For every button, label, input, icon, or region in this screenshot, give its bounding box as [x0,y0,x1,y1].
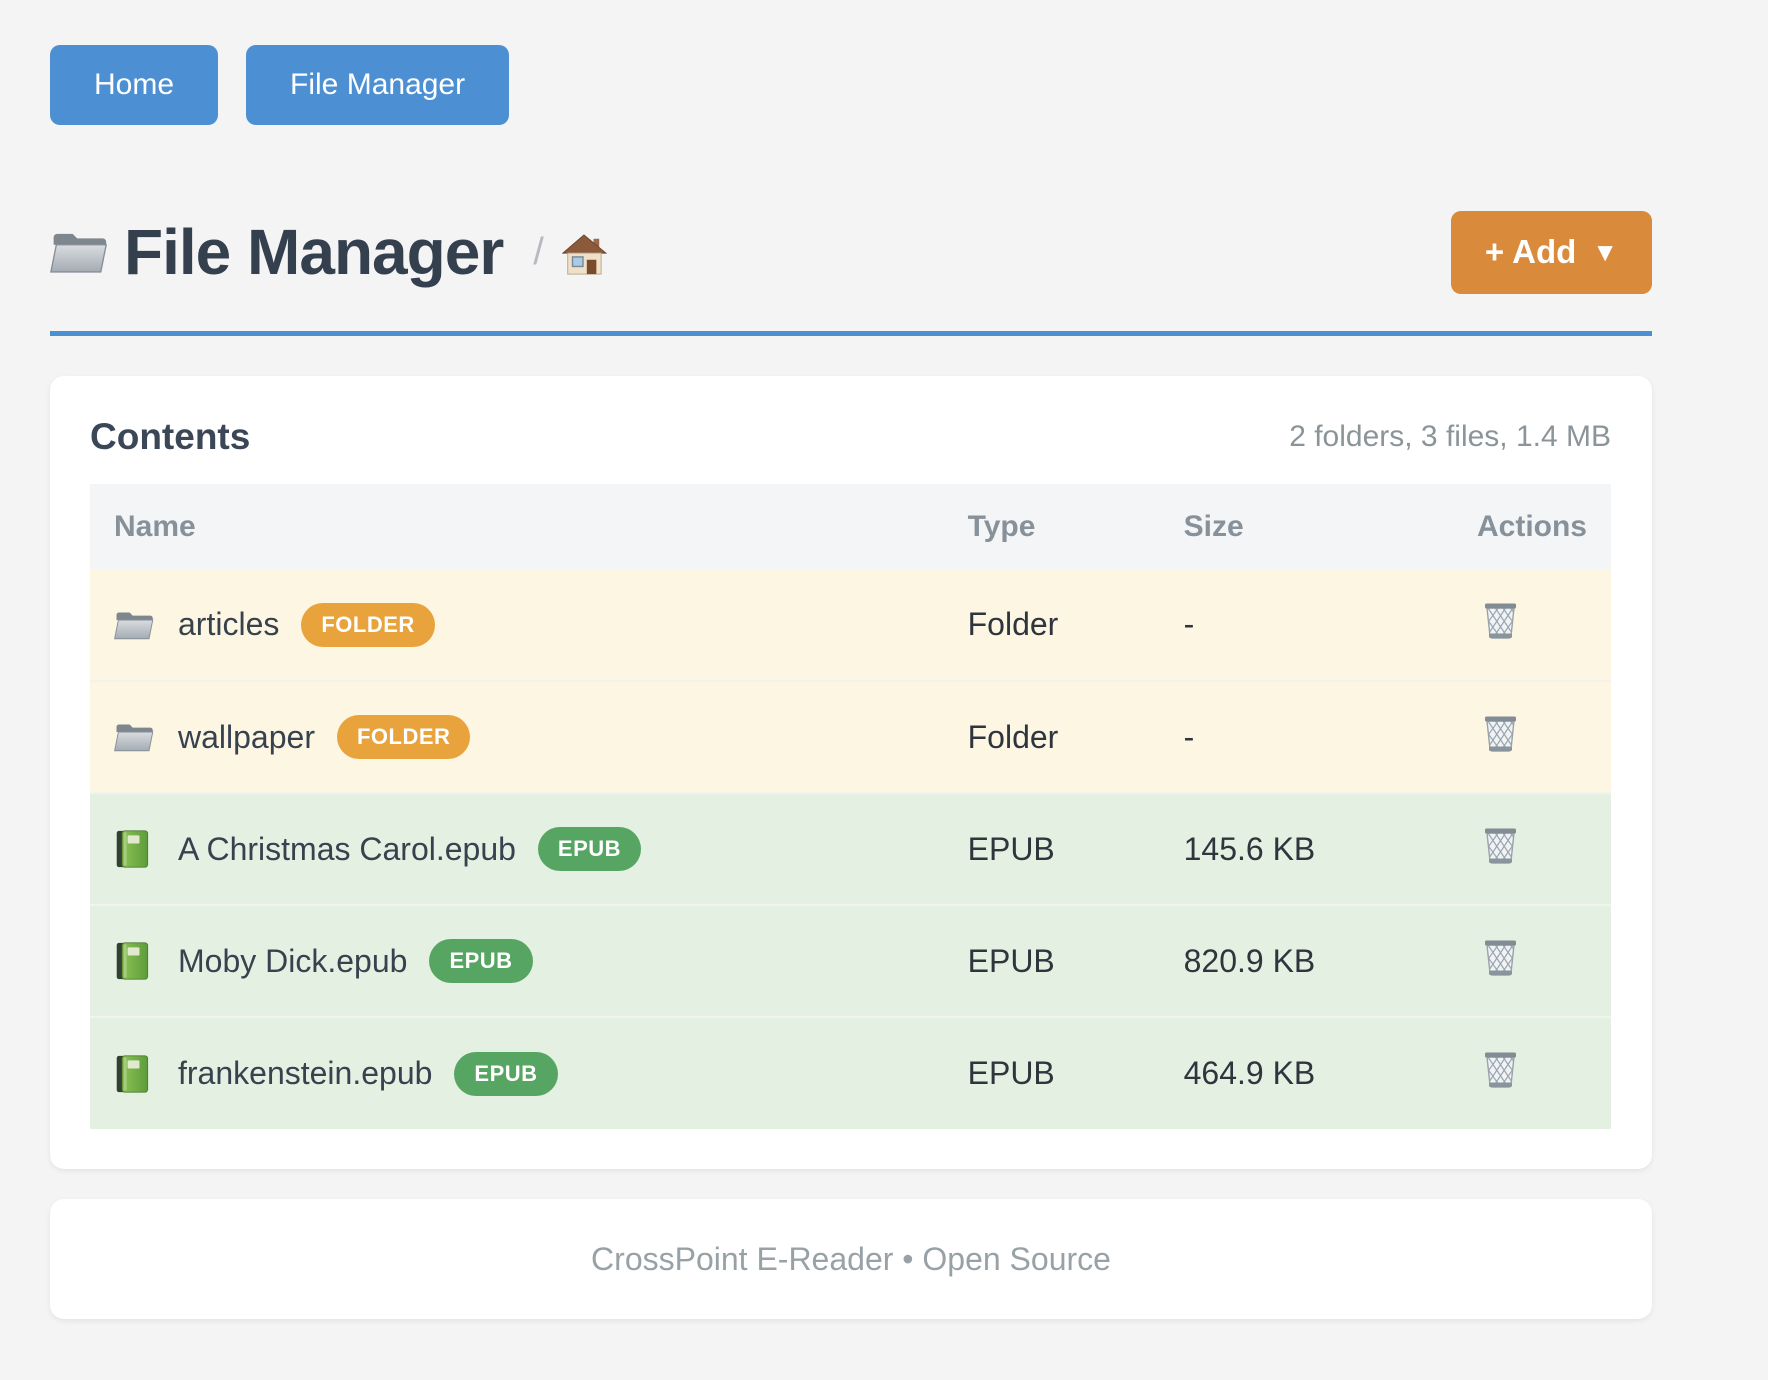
book-icon [114,941,154,981]
type-badge: EPUB [454,1051,558,1096]
contents-card-header: Contents 2 folders, 3 files, 1.4 MB [90,416,1611,458]
trash-icon [1482,742,1519,757]
footer: CrossPoint E-Reader • Open Source [50,1199,1652,1319]
type-badge: EPUB [429,939,533,983]
trash-icon [1482,629,1519,644]
page-header: File Manager / + Add ▼ [50,201,1652,303]
footer-text: CrossPoint E-Reader • Open Source [591,1240,1111,1277]
contents-summary: 2 folders, 3 files, 1.4 MB [1289,420,1611,453]
table-row: wallpaper FOLDER Folder - [90,680,1611,793]
add-button-label: + Add [1484,233,1577,270]
folder-icon [114,717,154,757]
size-cell: 145.6 KB [1183,792,1391,905]
file-manager-button[interactable]: File Manager [246,45,510,125]
table-row: articles FOLDER Folder - [90,569,1611,681]
size-cell: - [1183,680,1391,793]
type-badge: FOLDER [301,602,435,647]
file-name-cell: frankenstein.epub EPUB [90,1051,968,1096]
chevron-down-icon: ▼ [1592,236,1618,267]
delete-button[interactable] [1482,937,1519,981]
file-name-link[interactable]: articles [178,606,280,642]
delete-button[interactable] [1482,713,1519,757]
column-header-type: Type [967,484,1184,569]
add-button[interactable]: + Add ▼ [1450,210,1652,294]
contents-title: Contents [90,416,251,457]
contents-card: Contents 2 folders, 3 files, 1.4 MB Name… [50,376,1652,1169]
file-name-link[interactable]: Moby Dick.epub [178,942,408,979]
page-container: Home File Manager File Manager / + Add ▼… [50,0,1652,1319]
type-cell: EPUB [967,1016,1184,1129]
file-name-link[interactable]: frankenstein.epub [178,1055,433,1091]
breadcrumb-separator: / [533,230,544,273]
page-title: File Manager [124,216,504,288]
book-icon [114,1054,154,1094]
folder-icon [50,226,108,278]
size-cell: 820.9 KB [1183,904,1391,1017]
type-cell: EPUB [967,904,1184,1017]
file-name-cell: articles FOLDER [90,602,968,647]
delete-button[interactable] [1482,825,1519,869]
page-title-group: File Manager / [50,215,608,289]
file-name-cell: wallpaper FOLDER [90,715,968,759]
type-badge: EPUB [537,827,642,871]
file-table: Name Type Size Actions articles FOLDER F… [90,484,1611,1129]
trash-icon [1482,854,1519,869]
trash-icon [1482,966,1519,981]
file-name-cell: Moby Dick.epub EPUB [90,939,968,983]
table-row: A Christmas Carol.epub EPUB EPUB 145.6 K… [90,792,1611,905]
type-badge: FOLDER [336,715,471,759]
table-header-row: Name Type Size Actions [90,484,1611,569]
title-underline [50,331,1652,336]
trash-icon [1482,1078,1519,1093]
file-name-link[interactable]: wallpaper [178,718,315,755]
delete-button[interactable] [1482,600,1519,644]
column-header-name: Name [90,484,968,569]
file-name-link[interactable]: A Christmas Carol.epub [178,830,516,867]
type-cell: Folder [967,569,1184,681]
column-header-actions: Actions [1390,484,1611,569]
type-cell: Folder [967,680,1184,793]
file-name-cell: A Christmas Carol.epub EPUB [90,827,968,871]
column-header-size: Size [1183,484,1391,569]
size-cell: 464.9 KB [1183,1016,1391,1129]
home-button[interactable]: Home [50,45,219,125]
size-cell: - [1183,569,1391,681]
top-nav: Home File Manager [50,45,1652,125]
folder-icon [114,605,154,645]
table-row: Moby Dick.epub EPUB EPUB 820.9 KB [90,904,1611,1017]
table-row: frankenstein.epub EPUB EPUB 464.9 KB [90,1016,1611,1129]
book-icon [114,829,154,869]
delete-button[interactable] [1482,1049,1519,1093]
home-icon[interactable] [562,234,608,276]
type-cell: EPUB [967,792,1184,905]
